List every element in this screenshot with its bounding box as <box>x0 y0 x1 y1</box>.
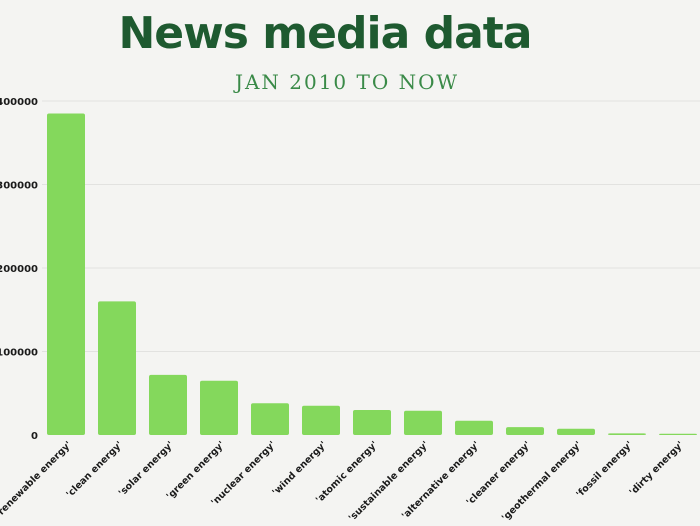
bar <box>506 427 544 435</box>
bar <box>659 433 697 435</box>
x-tick-label: 'fossil energy' <box>574 439 635 500</box>
bar <box>200 380 238 435</box>
y-tick-label: 200000 <box>0 264 38 275</box>
bar <box>557 428 595 435</box>
bar <box>608 433 646 435</box>
x-tick-label: 'dirty energy' <box>627 439 686 498</box>
bars <box>47 113 697 436</box>
x-tick-label: 'renewable energy' <box>0 439 74 519</box>
x-axis-ticks: 'renewable energy''clean energy''solar e… <box>0 439 686 523</box>
x-tick-label: 'wind energy' <box>270 439 329 498</box>
bar <box>98 301 136 435</box>
bar <box>149 374 187 435</box>
chart-subtitle: JAN 2010 TO NOW <box>234 70 460 94</box>
bar <box>302 405 340 435</box>
bar <box>404 410 442 435</box>
bar <box>353 409 391 435</box>
bar <box>455 420 493 435</box>
x-tick-label: 'solar energy' <box>117 439 176 498</box>
y-tick-label: 300000 <box>0 181 38 192</box>
bar <box>251 403 289 435</box>
chart-title: News media data <box>118 8 532 59</box>
y-tick-label: 400000 <box>0 97 38 108</box>
y-tick-label: 0 <box>31 431 38 442</box>
y-tick-label: 100000 <box>0 348 38 359</box>
grid-lines <box>42 100 700 352</box>
y-axis-ticks: 0 100000 200000 300000 400000 <box>0 97 38 442</box>
bar <box>47 113 85 436</box>
